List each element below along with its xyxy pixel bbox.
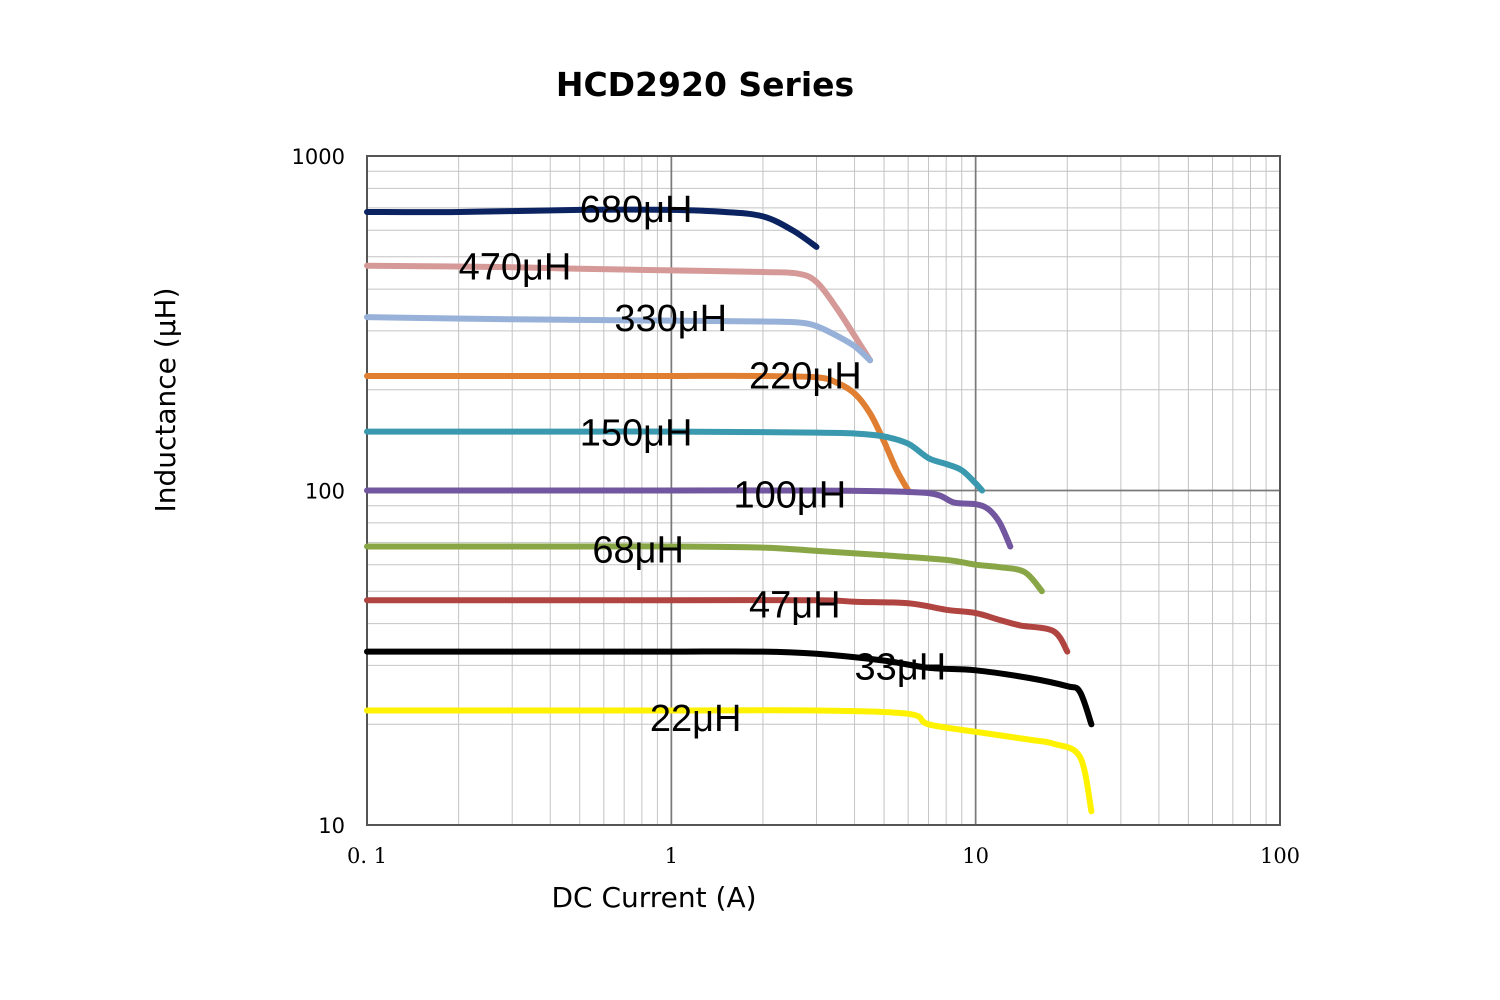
series-line-330uh [364, 314, 874, 364]
y-tick-label: 1000 [292, 145, 345, 169]
x-tick-label: 100 [1260, 844, 1300, 868]
y-axis-title: Inductance (μH) [149, 287, 182, 512]
series-label-47uh: 47μH [749, 584, 841, 626]
series-label-220uh: 220μH [749, 356, 862, 398]
series-line-33uh [364, 648, 1095, 728]
x-tick-labels: 0. 1 1 10 100 [347, 844, 1300, 868]
series-label-680uh: 680μH [580, 189, 693, 231]
series-label-470uh: 470μH [459, 247, 572, 289]
series-label-330uh: 330μH [614, 298, 727, 340]
chart-title: HCD2920 Series [556, 65, 854, 104]
series-line-22uh [364, 707, 1095, 815]
series-label-68uh: 68μH [592, 530, 684, 572]
y-tick-label: 100 [305, 480, 345, 504]
series-label-33uh: 33μH [855, 646, 947, 688]
series-label-150uh: 150μH [580, 413, 693, 455]
x-axis-title: DC Current (A) [551, 881, 756, 914]
x-tick-label: 1 [665, 844, 678, 868]
series-line-47uh [364, 597, 1071, 655]
series-line-220uh [364, 372, 912, 494]
x-tick-label: 0. 1 [347, 844, 387, 868]
y-tick-labels: 10 100 1000 [292, 145, 345, 838]
series-label-100uh: 100μH [733, 474, 846, 516]
series-line-100uh [364, 487, 1014, 550]
series-line-470uh [364, 262, 874, 364]
x-tick-label: 10 [962, 844, 989, 868]
series-line-150uh [364, 428, 986, 494]
series-label-22uh: 22μH [650, 698, 742, 740]
series-line-680uh [364, 206, 820, 250]
series-layer [364, 206, 1095, 815]
series-line-68uh [364, 543, 1045, 595]
y-tick-label: 10 [318, 814, 345, 838]
